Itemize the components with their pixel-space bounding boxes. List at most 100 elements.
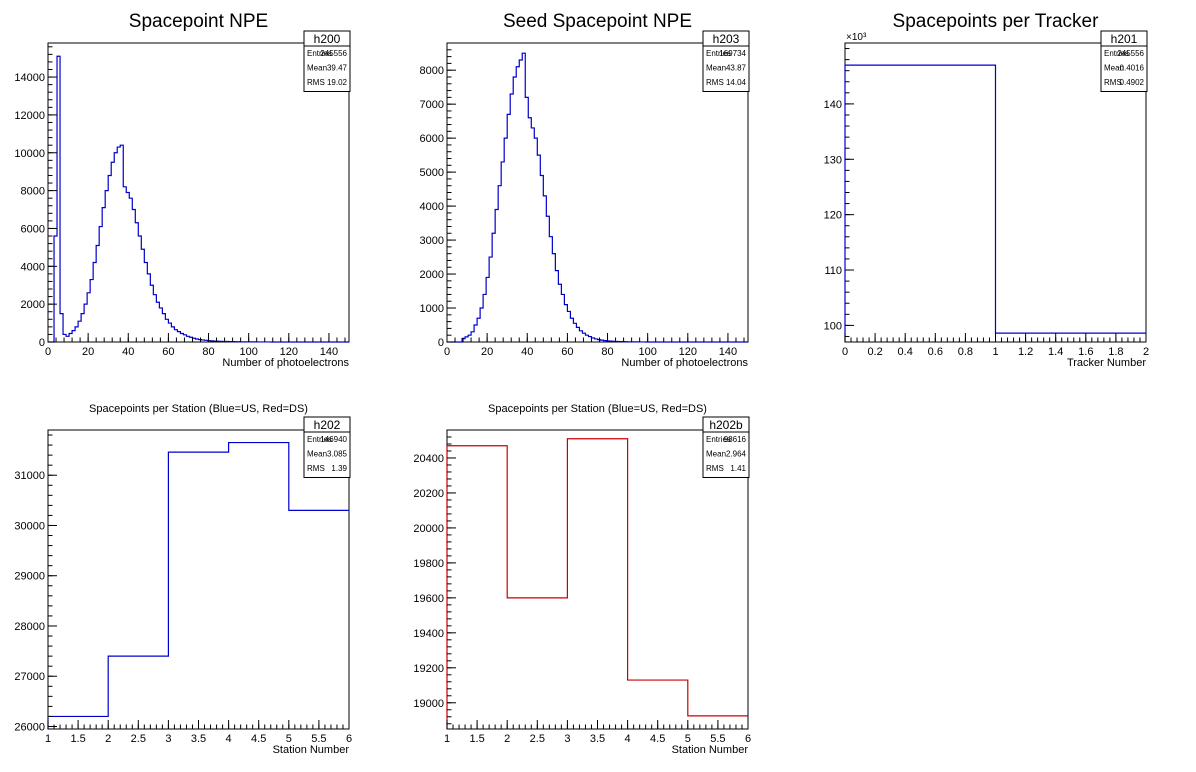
x-tick-label: 120 bbox=[679, 346, 697, 358]
y-axis-multiplier: ×10³ bbox=[846, 32, 867, 43]
x-axis-title: Number of photoelectrons bbox=[222, 357, 349, 369]
x-tick-label: 3 bbox=[165, 733, 171, 745]
x-tick-label: 2 bbox=[1143, 346, 1149, 358]
y-tick-label: 8000 bbox=[420, 65, 444, 77]
x-tick-label: 1.5 bbox=[469, 733, 484, 745]
stats-row-value: 169734 bbox=[719, 49, 746, 58]
stats-row-value: 146940 bbox=[320, 435, 347, 444]
x-tick-label: 100 bbox=[638, 346, 656, 358]
histogram-series-line bbox=[48, 55, 349, 343]
stats-box-name: h200 bbox=[314, 32, 341, 46]
x-tick-label: 0.2 bbox=[867, 346, 882, 358]
stats-row-value: 98616 bbox=[724, 435, 747, 444]
x-tick-label: 2 bbox=[105, 733, 111, 745]
y-tick-label: 8000 bbox=[21, 186, 45, 198]
y-tick-label: 26000 bbox=[14, 721, 45, 733]
y-tick-label: 5000 bbox=[420, 167, 444, 179]
x-tick-label: 0 bbox=[444, 346, 450, 358]
stats-row-label: Mean bbox=[307, 450, 327, 459]
y-tick-label: 6000 bbox=[21, 223, 45, 235]
x-tick-label: 80 bbox=[601, 346, 613, 358]
x-tick-label: 4 bbox=[625, 733, 631, 745]
x-tick-label: 1 bbox=[992, 346, 998, 358]
stats-row-label: RMS bbox=[706, 464, 724, 473]
y-tick-label: 4000 bbox=[21, 261, 45, 273]
stats-row-label: RMS bbox=[706, 78, 724, 87]
y-tick-label: 19000 bbox=[413, 698, 444, 710]
y-tick-label: 0 bbox=[438, 337, 444, 349]
x-tick-label: 2.5 bbox=[530, 733, 545, 745]
y-tick-label: 28000 bbox=[14, 621, 45, 633]
x-tick-label: 0.6 bbox=[928, 346, 943, 358]
stats-box-frame bbox=[303, 30, 351, 92]
chart-panel-h202b: Spacepoints per Station (Blue=US, Red=DS… bbox=[413, 403, 751, 756]
stats-box-name: h201 bbox=[1111, 32, 1138, 46]
chart-panel-h202: Spacepoints per Station (Blue=US, Red=DS… bbox=[14, 403, 352, 756]
chart-panel-h200: Spacepoint NPE 0 20 40 60 80 100 120 140 0 2000 400… bbox=[14, 11, 351, 369]
stats-row-label: Mean bbox=[706, 450, 726, 459]
y-tick-label: 0 bbox=[39, 337, 45, 349]
histogram-series-line bbox=[844, 64, 1146, 342]
x-tick-label: 0.8 bbox=[958, 346, 973, 358]
y-tick-label: 19800 bbox=[413, 558, 444, 570]
stats-row-value: 1.41 bbox=[730, 464, 746, 473]
stats-row-label: Entries bbox=[307, 49, 332, 58]
y-tick-label: 3000 bbox=[420, 235, 444, 247]
stats-row-value: 2.964 bbox=[726, 450, 747, 459]
histogram-series-line bbox=[47, 441, 349, 729]
x-tick-label: 1.5 bbox=[70, 733, 85, 745]
stats-row-label: Entries bbox=[1104, 49, 1129, 58]
stats-row-label: Mean bbox=[307, 64, 327, 73]
stats-row-value: 3.085 bbox=[327, 450, 348, 459]
stats-row-value: 245556 bbox=[320, 49, 347, 58]
x-tick-label: 20 bbox=[82, 346, 94, 358]
x-tick-label: 120 bbox=[280, 346, 298, 358]
x-tick-label: 2.5 bbox=[131, 733, 146, 745]
x-tick-label: 20 bbox=[481, 346, 493, 358]
chart-title: Seed Spacepoint NPE bbox=[503, 11, 692, 32]
stats-box-frame bbox=[702, 30, 750, 92]
stats-box-name: h202 bbox=[314, 418, 341, 432]
x-tick-label: 140 bbox=[719, 346, 737, 358]
x-tick-label: 4.5 bbox=[650, 733, 665, 745]
x-axis-title: Station Number bbox=[672, 744, 749, 756]
y-tick-label: 20200 bbox=[413, 488, 444, 500]
stats-row-label: Entries bbox=[706, 49, 731, 58]
y-tick-label: 19600 bbox=[413, 593, 444, 605]
stats-row-label: Mean bbox=[1104, 64, 1124, 73]
x-tick-label: 5.5 bbox=[311, 733, 326, 745]
x-axis-title: Station Number bbox=[273, 744, 350, 756]
stats-box-frame bbox=[303, 416, 351, 478]
y-tick-label: 120 bbox=[824, 210, 842, 222]
x-tick-label: 5 bbox=[286, 733, 292, 745]
stats-row-label: Entries bbox=[307, 435, 332, 444]
y-tick-label: 6000 bbox=[420, 133, 444, 145]
stats-box-frame bbox=[1100, 30, 1148, 92]
x-tick-label: 3.5 bbox=[590, 733, 605, 745]
y-tick-label: 20400 bbox=[413, 453, 444, 465]
chart-title: Spacepoints per Tracker bbox=[893, 11, 1100, 32]
stats-box-name: h202b bbox=[709, 418, 743, 432]
x-tick-label: 6 bbox=[346, 733, 352, 745]
y-tick-label: 10000 bbox=[14, 148, 45, 160]
x-tick-label: 1.2 bbox=[1018, 346, 1033, 358]
x-tick-label: 80 bbox=[202, 346, 214, 358]
y-tick-label: 20000 bbox=[413, 523, 444, 535]
x-tick-label: 100 bbox=[239, 346, 257, 358]
x-tick-label: 1 bbox=[45, 733, 51, 745]
y-tick-label: 29000 bbox=[14, 571, 45, 583]
y-tick-label: 19400 bbox=[413, 628, 444, 640]
stats-row-value: 43.87 bbox=[726, 64, 747, 73]
stats-row-value: 39.47 bbox=[327, 64, 348, 73]
y-tick-label: 19200 bbox=[413, 663, 444, 675]
stats-row-value: 1.39 bbox=[331, 464, 347, 473]
stats-row-value: 0.4902 bbox=[1120, 78, 1145, 87]
stats-row-label: RMS bbox=[307, 464, 325, 473]
stats-row-value: 0.4016 bbox=[1120, 64, 1145, 73]
y-tick-label: 30000 bbox=[14, 520, 45, 532]
y-tick-label: 110 bbox=[824, 265, 842, 277]
